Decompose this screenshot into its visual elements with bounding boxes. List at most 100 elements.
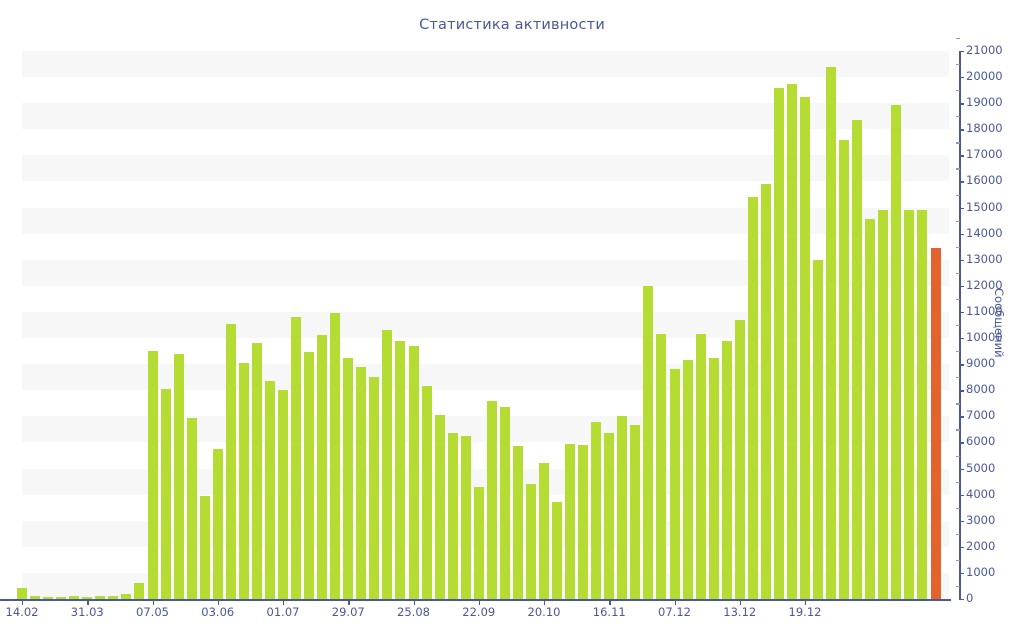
bar[interactable]	[304, 352, 315, 599]
bar[interactable]	[186, 417, 197, 599]
bar[interactable]	[264, 381, 275, 599]
y-axis-label: 12000	[966, 277, 1003, 292]
bar[interactable]	[539, 463, 549, 599]
bar[interactable]	[512, 446, 523, 599]
y-axis-tick	[959, 207, 964, 209]
bar[interactable]	[917, 210, 928, 599]
bar[interactable]	[773, 87, 784, 599]
bar[interactable]	[499, 407, 510, 599]
bar[interactable]	[669, 369, 680, 599]
y-axis-minor-tick	[956, 142, 960, 144]
bar[interactable]	[330, 313, 341, 599]
bar[interactable]	[408, 345, 419, 599]
y-axis-tick	[959, 599, 964, 601]
y-axis-tick	[959, 338, 964, 340]
bar[interactable]	[395, 340, 406, 599]
bar[interactable]	[891, 104, 902, 599]
y-axis-tick	[959, 285, 964, 288]
bar[interactable]	[878, 210, 889, 599]
y-axis-tick	[959, 51, 964, 53]
x-axis-label: 20.10	[527, 605, 561, 619]
y-axis-minor-tick	[956, 351, 960, 353]
bar[interactable]	[721, 340, 732, 599]
bar[interactable]	[617, 416, 628, 599]
bar[interactable]	[56, 596, 67, 599]
x-axis-label: 29.07	[331, 605, 365, 619]
bar[interactable]	[82, 596, 93, 599]
bar[interactable]	[278, 390, 288, 599]
bar[interactable]	[251, 343, 262, 599]
bar[interactable]	[460, 435, 471, 599]
bar[interactable]	[160, 388, 171, 599]
bar[interactable]	[826, 66, 837, 599]
y-axis: 21000 20000 19000 18000 17000 16000 15000 14000…	[949, 0, 1024, 640]
y-axis-tick	[959, 416, 964, 418]
bar[interactable]	[95, 595, 106, 599]
y-axis-minor-tick	[956, 116, 960, 118]
bar[interactable]	[486, 400, 497, 599]
bar[interactable]	[708, 357, 719, 599]
bar[interactable]	[343, 357, 354, 599]
bar[interactable]	[134, 582, 145, 599]
bar[interactable]	[760, 184, 771, 599]
y-axis-label: 16000	[966, 173, 1003, 188]
x-axis-label: 31.03	[70, 605, 104, 619]
bar[interactable]	[852, 120, 863, 599]
bar[interactable]	[473, 486, 484, 599]
y-axis-label: 9000	[966, 356, 996, 371]
bar[interactable]	[69, 596, 80, 599]
bar[interactable]	[747, 197, 758, 599]
bar[interactable]	[734, 319, 745, 599]
bar[interactable]	[421, 386, 432, 599]
bar[interactable]	[525, 484, 536, 599]
x-axis-tick	[805, 600, 807, 605]
bar[interactable]	[434, 415, 445, 599]
bar[interactable]	[656, 334, 667, 599]
y-axis-tick	[959, 520, 964, 523]
bar[interactable]	[565, 443, 576, 599]
bar[interactable]	[800, 96, 810, 599]
bar[interactable]	[447, 433, 458, 599]
bar[interactable]	[813, 259, 824, 599]
bar[interactable]	[173, 353, 184, 599]
bar[interactable]	[786, 83, 797, 599]
bar[interactable]	[291, 317, 302, 599]
y-axis-label: 21000	[966, 43, 1003, 57]
bar[interactable]	[108, 595, 119, 599]
bar[interactable]	[904, 210, 915, 599]
y-axis-label: 3000	[966, 512, 996, 527]
bar[interactable]	[199, 495, 210, 599]
bar[interactable]	[591, 421, 602, 599]
bar[interactable]	[17, 587, 27, 599]
bar[interactable]	[604, 433, 615, 599]
bar[interactable]	[578, 445, 589, 599]
bar[interactable]	[369, 377, 380, 599]
bar[interactable]	[356, 366, 367, 599]
chart-title: Статистика активности	[419, 17, 605, 33]
bar[interactable]	[225, 323, 236, 599]
bar[interactable]	[317, 335, 328, 599]
y-axis-label: 0	[966, 591, 974, 605]
y-axis-minor-tick	[956, 455, 960, 457]
bar[interactable]	[630, 425, 641, 599]
bar[interactable]	[839, 139, 850, 599]
bar[interactable]	[238, 362, 249, 599]
bar[interactable]	[643, 285, 654, 599]
bar[interactable]	[552, 502, 563, 599]
bar[interactable]	[865, 219, 876, 599]
bar[interactable]	[121, 594, 132, 599]
y-axis-label: 5000	[966, 460, 996, 475]
bar[interactable]	[382, 330, 393, 599]
x-axis-tick	[609, 600, 611, 605]
bar[interactable]	[147, 351, 158, 599]
y-axis-tick	[959, 442, 964, 444]
x-axis-tick	[22, 600, 24, 605]
bar[interactable]	[695, 334, 706, 599]
bar[interactable]	[682, 360, 693, 599]
y-axis-minor-tick	[956, 586, 960, 588]
bar[interactable]	[212, 448, 223, 599]
x-axis-tick	[283, 600, 285, 605]
bar[interactable]	[43, 596, 54, 599]
bar[interactable]	[930, 248, 941, 599]
bar[interactable]	[30, 596, 41, 599]
